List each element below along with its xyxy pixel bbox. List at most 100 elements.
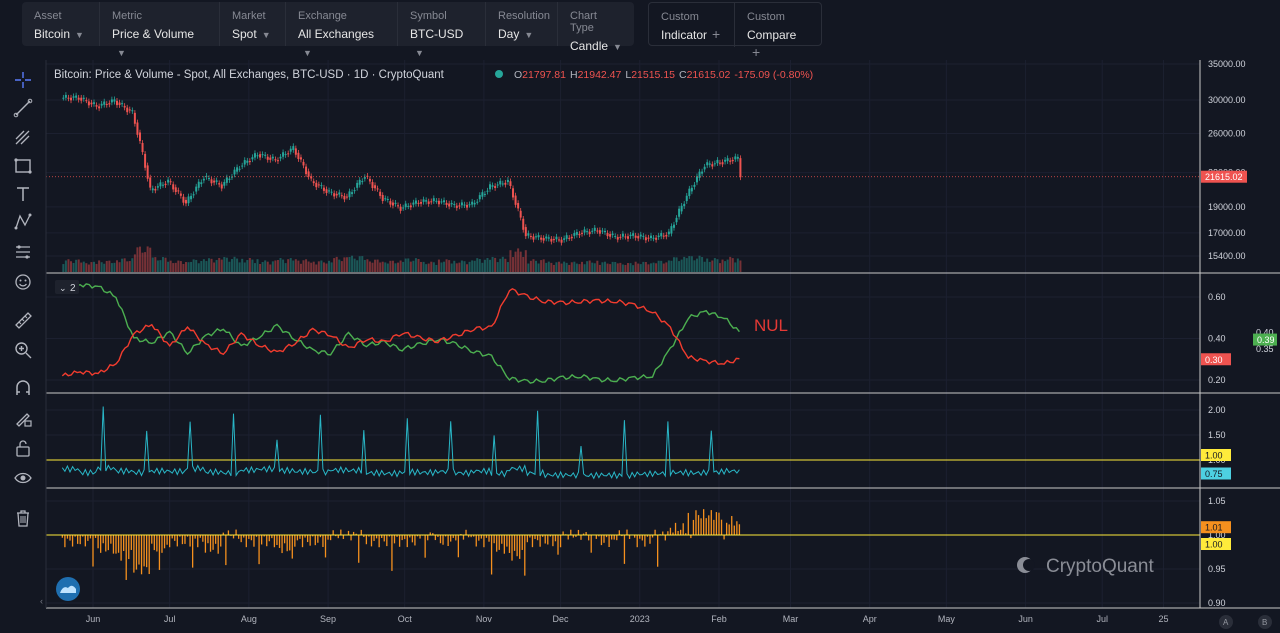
- volume-bar: [412, 260, 415, 272]
- candle-body: [269, 157, 272, 160]
- volume-bar: [632, 265, 635, 272]
- candle-body: [379, 191, 382, 196]
- candle-body: [685, 195, 688, 202]
- lock-drawing-icon[interactable]: [13, 408, 33, 428]
- nul-annotation: NUL: [754, 316, 788, 335]
- volume-bar: [601, 262, 604, 272]
- volume-bar: [70, 261, 73, 272]
- text-tool-icon[interactable]: [13, 184, 33, 204]
- status-dot-icon: [495, 70, 503, 78]
- volume-bar: [540, 260, 543, 272]
- volume-bar: [642, 261, 645, 272]
- volume-bar: [430, 261, 433, 272]
- volume-bar: [639, 264, 642, 272]
- top-toolbar: Asset Bitcoin ▼ Metric Price & Volume ▼ Ma…: [0, 0, 1280, 59]
- volume-bar: [598, 264, 601, 272]
- fib-tool-icon[interactable]: [13, 128, 33, 148]
- volume-bar: [588, 260, 591, 272]
- candle-body: [312, 181, 315, 184]
- candle-body: [172, 184, 175, 190]
- candle-body: [662, 235, 665, 237]
- symbol-select[interactable]: Symbol BTC-USD ▼: [398, 2, 486, 58]
- volume-bar: [703, 261, 706, 272]
- candle-body: [703, 166, 706, 170]
- footer-button-a[interactable]: A: [1219, 615, 1233, 629]
- candle-body: [632, 233, 635, 236]
- chart-type-select[interactable]: Chart Type Candle ▼: [558, 2, 634, 53]
- candle-body: [351, 192, 354, 195]
- volume-bar: [177, 260, 180, 272]
- volume-bar: [731, 258, 734, 272]
- candle-body: [292, 146, 295, 151]
- x-tick-label: Jun: [1018, 614, 1033, 624]
- rectangle-icon[interactable]: [13, 156, 33, 176]
- volume-bar: [243, 262, 246, 272]
- footer-button-b[interactable]: B: [1258, 615, 1272, 629]
- candle-body: [371, 182, 374, 189]
- volume-bar: [558, 261, 561, 272]
- candle-body: [279, 156, 282, 159]
- candle-body: [481, 192, 484, 197]
- resolution-select[interactable]: Resolution Day ▼: [486, 2, 558, 46]
- custom-indicator-button[interactable]: Custom Indicator +: [649, 3, 735, 47]
- candle-body: [537, 235, 540, 238]
- market-select[interactable]: Market Spot ▼: [220, 2, 286, 46]
- magnet-icon[interactable]: [13, 378, 33, 398]
- eye-icon[interactable]: [13, 468, 33, 488]
- candle-body: [711, 164, 714, 167]
- o-value: 21797.81: [522, 69, 566, 81]
- candle-body: [519, 210, 522, 218]
- volume-bar: [626, 263, 629, 272]
- red-ratio-line: [61, 287, 740, 377]
- zoom-in-icon[interactable]: [13, 340, 33, 360]
- candle-body: [425, 200, 428, 202]
- volume-bar: [310, 262, 313, 272]
- x-tick-label: Sep: [320, 614, 336, 624]
- candle-body: [604, 230, 606, 233]
- forecast-icon[interactable]: [13, 242, 33, 262]
- x-tick-label: Oct: [398, 614, 413, 624]
- home-button[interactable]: [56, 577, 80, 601]
- candle-body: [547, 237, 550, 239]
- scroll-left-icon[interactable]: ‹: [40, 596, 43, 606]
- candle-body: [366, 175, 369, 177]
- pattern-icon[interactable]: [13, 212, 33, 232]
- custom-compare-button[interactable]: Custom Compare +: [735, 3, 821, 59]
- candle-body: [560, 239, 563, 243]
- candle-body: [64, 94, 67, 98]
- volume-bar: [379, 262, 382, 272]
- volume-bar: [440, 262, 443, 272]
- custom-indicator-label: Custom: [661, 11, 699, 23]
- volume-bar: [108, 260, 111, 272]
- ruler-icon[interactable]: [13, 310, 33, 330]
- y-tick-label: 1.00: [1208, 530, 1226, 540]
- volume-bar: [381, 261, 384, 272]
- volume-bar: [271, 261, 274, 272]
- volume-bar: [179, 261, 182, 272]
- trash-icon[interactable]: [13, 508, 33, 528]
- asset-select[interactable]: Asset Bitcoin ▼: [22, 2, 100, 46]
- volume-bar: [435, 264, 438, 272]
- y-tick-label: 0.60: [1208, 292, 1226, 302]
- candle-body: [348, 191, 351, 198]
- crosshair-icon[interactable]: [13, 70, 33, 90]
- candle-body: [195, 186, 198, 192]
- candle-body: [294, 148, 297, 155]
- volume-bar: [315, 264, 318, 272]
- trend-line-icon[interactable]: [13, 98, 33, 118]
- grid-lines: [46, 60, 1200, 608]
- emoji-icon[interactable]: [13, 272, 33, 292]
- exchange-select[interactable]: Exchange All Exchanges ▼: [286, 2, 398, 58]
- unlock-icon[interactable]: [13, 438, 33, 458]
- green-ratio-line: [61, 283, 740, 384]
- candle-body: [330, 191, 333, 193]
- volume-bar: [443, 261, 446, 272]
- volume-bar: [568, 264, 571, 272]
- metric-select[interactable]: Metric Price & Volume ▼: [100, 2, 220, 58]
- cloud-icon: [60, 585, 76, 593]
- candle-body: [435, 200, 438, 202]
- pane-collapse-button[interactable]: ⌄ 2: [55, 280, 79, 294]
- candle-body: [726, 158, 729, 162]
- volume-bar: [670, 260, 673, 272]
